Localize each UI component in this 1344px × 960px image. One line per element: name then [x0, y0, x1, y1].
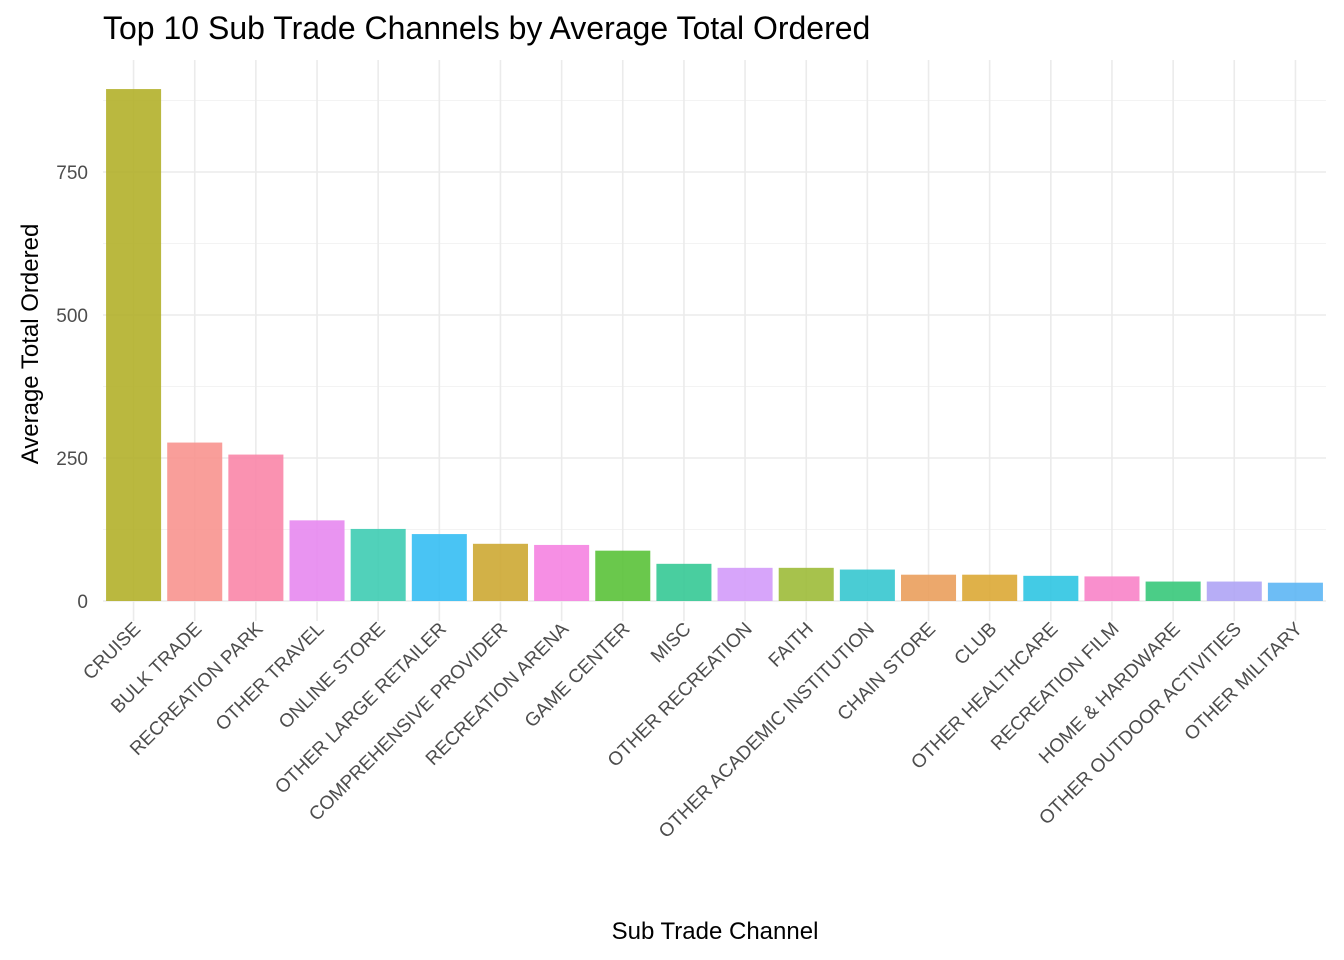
- bar-other-healthcare: [1023, 575, 1079, 601]
- x-tick-label: OTHER MILITARY: [1181, 618, 1308, 745]
- bar-other-recreation: [717, 567, 773, 601]
- bars: [106, 89, 1323, 601]
- bar-recreation-park: [228, 454, 284, 601]
- y-tick-label: 500: [56, 306, 88, 327]
- y-tick-label: 250: [56, 449, 88, 470]
- bar-recreation-film: [1084, 576, 1140, 601]
- x-tick-label: OTHER ACADEMIC INSTITUTION: [655, 619, 879, 843]
- bar-faith: [778, 567, 834, 601]
- bar-recreation-arena: [534, 544, 590, 601]
- bar-online-store: [350, 528, 406, 601]
- bar-cruise: [106, 89, 162, 601]
- y-tick-labels: 0 250 500 750: [56, 163, 88, 613]
- x-tick-label: ONLINE STORE: [275, 619, 390, 734]
- x-tick-label: FAITH: [765, 619, 818, 672]
- bar-other-outdoor-activities: [1206, 581, 1262, 601]
- x-tick-label: OTHER TRAVEL: [212, 619, 329, 736]
- bar-other-military: [1267, 582, 1323, 601]
- bar-other-travel: [289, 520, 345, 601]
- bar-home-hardware: [1145, 581, 1201, 601]
- bar-comprehensive-provider: [472, 543, 528, 601]
- x-tick-label: MISC: [647, 619, 695, 667]
- bar-chain-store: [901, 574, 957, 601]
- x-tick-label: CLUB: [951, 619, 1002, 670]
- bar-misc: [656, 563, 712, 601]
- bar-bulk-trade: [167, 442, 223, 601]
- bar-game-center: [595, 550, 651, 601]
- bar-club: [962, 574, 1018, 601]
- x-tick-label: GAME CENTER: [521, 619, 634, 732]
- y-tick-label: 0: [77, 592, 88, 613]
- grid-lines: [103, 60, 1326, 621]
- y-tick-label: 750: [56, 163, 88, 184]
- bar-other-academic-institution: [839, 569, 895, 601]
- x-axis-title: Sub Trade Channel: [612, 918, 819, 945]
- chart-title: Top 10 Sub Trade Channels by Average Tot…: [103, 10, 871, 46]
- y-axis-title: Average Total Ordered: [17, 224, 44, 465]
- bar-other-large-retailer: [411, 534, 467, 601]
